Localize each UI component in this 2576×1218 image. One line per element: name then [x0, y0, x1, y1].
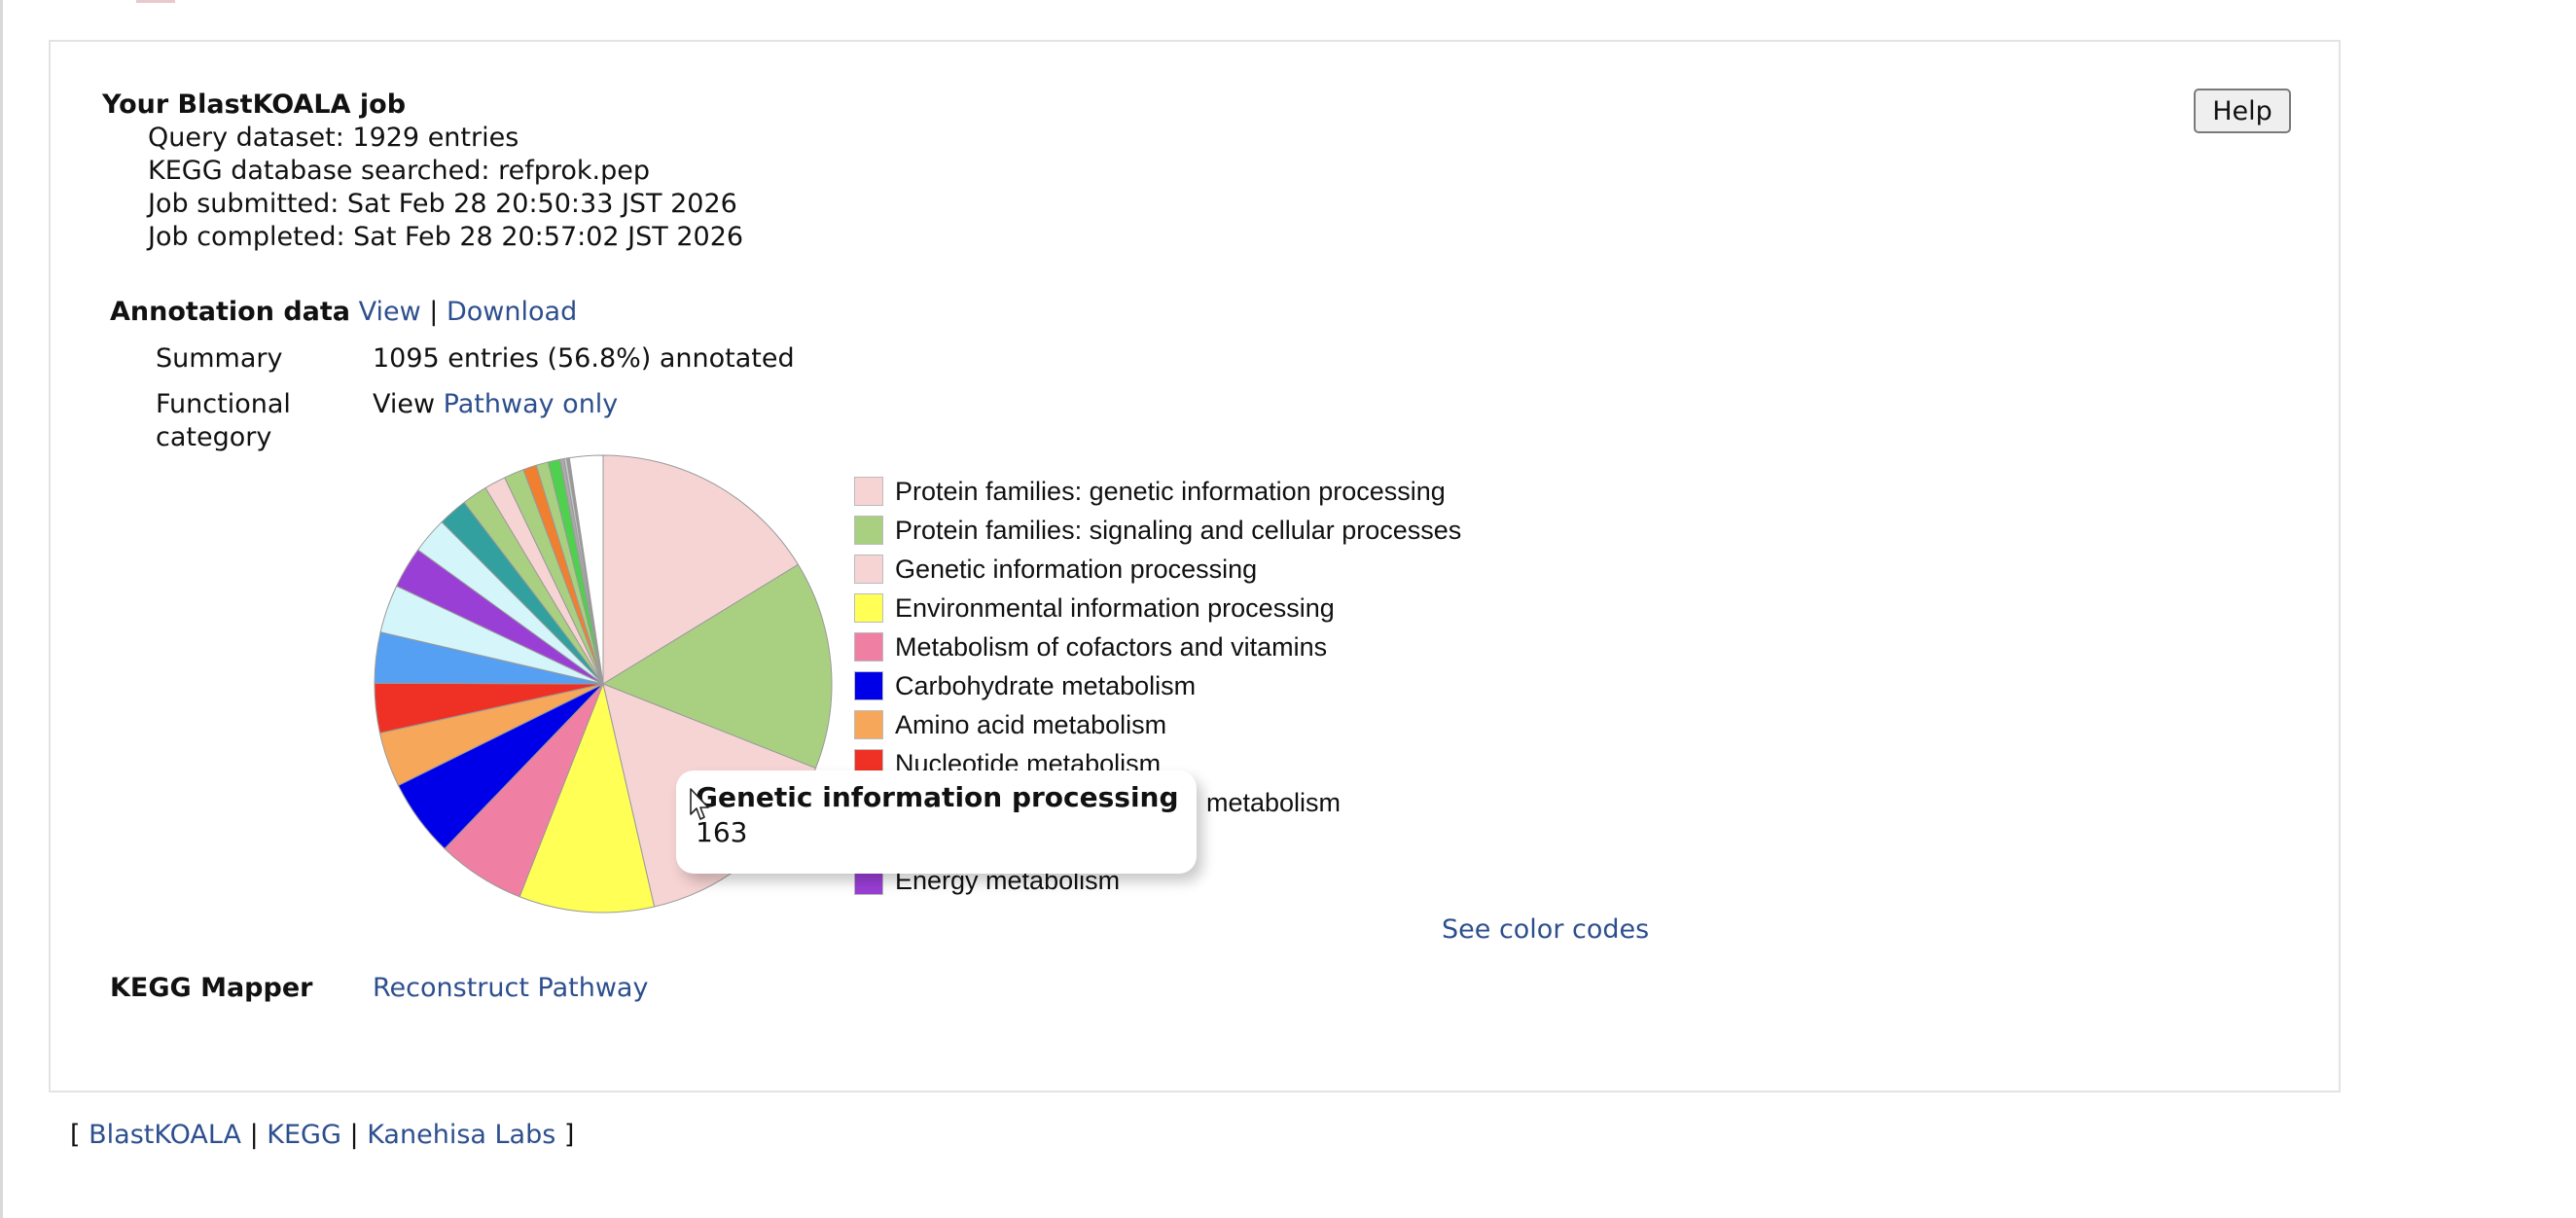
database-searched: KEGG database searched: refprok.pep [148, 156, 650, 186]
legend-label: Protein families: genetic information pr… [895, 476, 1446, 506]
legend-item: Genetic information processing [854, 550, 1257, 589]
legend-swatch [854, 710, 883, 739]
annotation-label: Annotation data [110, 297, 351, 327]
legend-label: metabolism [1206, 787, 1342, 817]
legend-item: Amino acid metabolism [854, 705, 1166, 744]
legend-swatch [854, 593, 883, 623]
legend-swatch [854, 671, 883, 700]
pie-slice[interactable] [568, 454, 604, 685]
legend-item: Carbohydrate metabolism [854, 666, 1196, 705]
functional-category-pie-chart[interactable] [370, 450, 837, 917]
job-heading: Your BlastKOALA job [102, 90, 407, 120]
kegg-mapper-label: KEGG Mapper [110, 973, 313, 1003]
view-pathway-row: View Pathway only [373, 388, 618, 421]
pathway-only-link[interactable]: Pathway only [443, 389, 619, 419]
footer-link-kanehisa-labs[interactable]: Kanehisa Labs [367, 1120, 556, 1150]
legend-swatch [854, 632, 883, 662]
footer-link-blastkoala[interactable]: BlastKOALA [89, 1120, 241, 1150]
functional-label-line2: category [156, 422, 272, 452]
functional-label-line1: Functional [156, 389, 291, 419]
legend-swatch [854, 555, 883, 584]
legend-label: Environmental information processing [895, 592, 1335, 623]
legend-item: Protein families: genetic information pr… [854, 472, 1446, 511]
legend-label: Carbohydrate metabolism [895, 670, 1197, 700]
footer-separator: | [349, 1120, 359, 1150]
pie-slice[interactable] [602, 454, 800, 685]
tooltip-title: Genetic information processing [696, 781, 1179, 813]
window-left-edge [0, 0, 3, 1218]
legend-label: Metabolism of cofactors and vitamins [895, 631, 1328, 662]
legend-swatch [854, 477, 883, 506]
help-button[interactable]: Help [2194, 89, 2291, 133]
top-fragment [136, 0, 175, 3]
reconstruct-pathway-link[interactable]: Reconstruct Pathway [373, 973, 649, 1003]
legend-item: Metabolism of cofactors and vitamins [854, 627, 1327, 666]
legend-label: Amino acid metabolism [895, 709, 1167, 739]
download-link[interactable]: Download [447, 297, 578, 327]
pie-slice[interactable] [601, 563, 833, 770]
summary-label: Summary [156, 343, 283, 374]
annotation-row: Annotation data View | Download [110, 296, 577, 329]
legend-item: Environmental information processing [854, 589, 1335, 627]
query-dataset: Query dataset: 1929 entries [148, 123, 519, 153]
legend-item: Protein families: signaling and cellular… [854, 511, 1461, 550]
legend-label: Genetic information processing [895, 554, 1258, 584]
summary-value: 1095 entries (56.8%) annotated [373, 343, 795, 374]
see-color-codes-link[interactable]: See color codes [1442, 914, 1650, 945]
footer-separator: | [249, 1120, 259, 1150]
job-completed: Job completed: Sat Feb 28 20:57:02 JST 2… [148, 222, 744, 252]
view-prefix: View [373, 389, 436, 419]
legend-label: Protein families: signaling and cellular… [895, 515, 1462, 545]
job-submitted: Job submitted: Sat Feb 28 20:50:33 JST 2… [148, 189, 737, 219]
footer-open-bracket: [ [70, 1120, 81, 1150]
pie-tooltip: Genetic information processing 163 [676, 770, 1197, 874]
link-separator: | [429, 297, 439, 327]
mouse-pointer-icon [690, 788, 709, 820]
footer-close-bracket: ] [563, 1120, 575, 1150]
footer-links: [ BlastKOALA | KEGG | Kanehisa Labs ] [70, 1119, 574, 1152]
pie-slice[interactable] [519, 682, 656, 914]
view-link[interactable]: View [358, 297, 421, 327]
legend-swatch [854, 516, 883, 545]
footer-link-kegg[interactable]: KEGG [267, 1120, 341, 1150]
tooltip-value: 163 [696, 816, 748, 848]
